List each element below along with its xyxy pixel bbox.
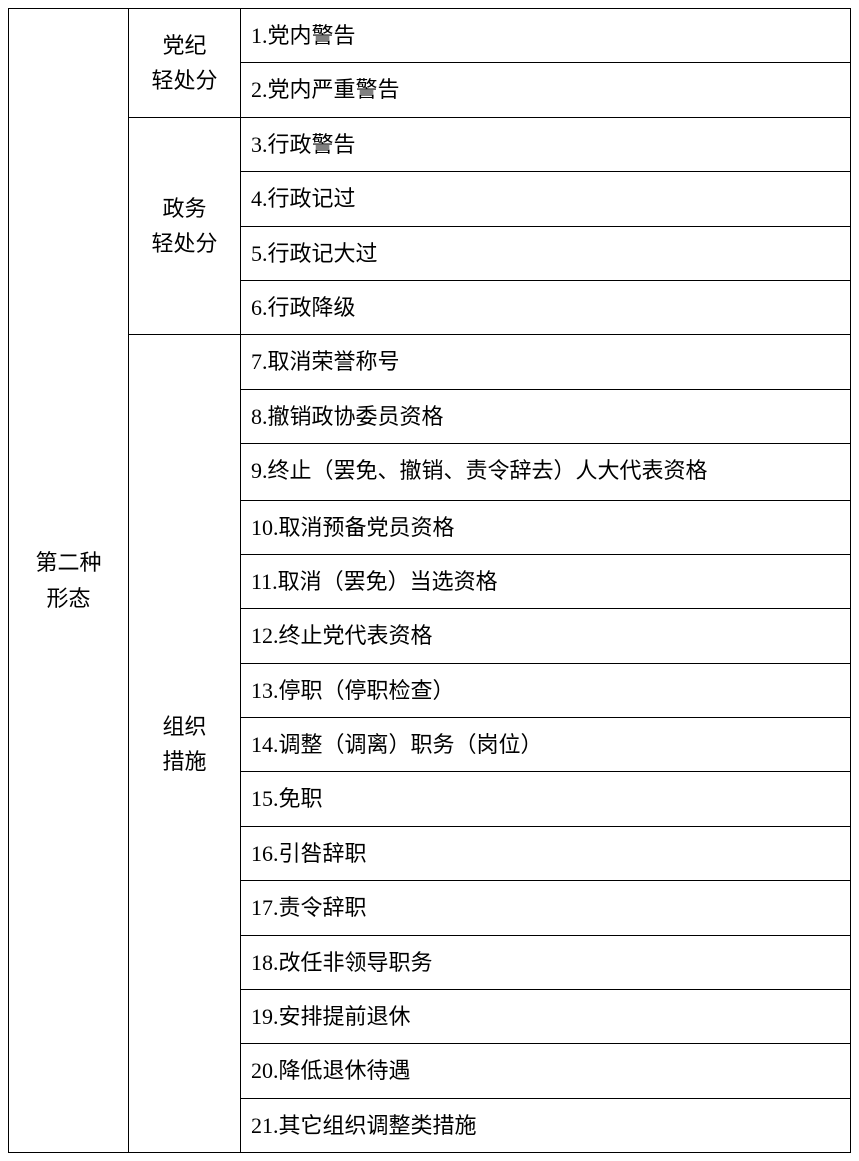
list-item: 3.行政警告 [241, 118, 850, 172]
list-item: 12.终止党代表资格 [241, 609, 850, 663]
list-item: 9.终止（罢免、撤销、责令辞去）人大代表资格 [241, 444, 850, 500]
list-item: 8.撤销政协委员资格 [241, 390, 850, 444]
list-item: 7.取消荣誉称号 [241, 335, 850, 389]
form-type-text: 第二种形态 [35, 545, 101, 615]
form-type-label: 第二种形态 [9, 9, 129, 1152]
list-item: 1.党内警告 [241, 9, 850, 63]
group-label-text: 党纪轻处分 [151, 28, 217, 98]
list-item: 20.降低退休待遇 [241, 1044, 850, 1098]
list-item: 17.责令辞职 [241, 881, 850, 935]
group-label: 政务轻处分 [129, 118, 241, 335]
list-item: 14.调整（调离）职务（岗位） [241, 718, 850, 772]
list-item: 10.取消预备党员资格 [241, 501, 850, 555]
group-gov-discipline: 政务轻处分 3.行政警告 4.行政记过 5.行政记大过 6.行政降级 [129, 118, 850, 336]
list-item: 5.行政记大过 [241, 227, 850, 281]
list-item: 18.改任非领导职务 [241, 936, 850, 990]
group-label: 党纪轻处分 [129, 9, 241, 117]
group-label-text: 政务轻处分 [151, 191, 217, 261]
discipline-table: 第二种形态 党纪轻处分 1.党内警告 2.党内严重警告 政务轻处分 3.行政警告… [8, 8, 851, 1153]
list-item: 11.取消（罢免）当选资格 [241, 555, 850, 609]
items-list: 3.行政警告 4.行政记过 5.行政记大过 6.行政降级 [241, 118, 850, 335]
list-item: 13.停职（停职检查） [241, 664, 850, 718]
group-label-text: 组织措施 [162, 709, 206, 779]
list-item: 16.引咎辞职 [241, 827, 850, 881]
group-org-measures: 组织措施 7.取消荣誉称号 8.撤销政协委员资格 9.终止（罢免、撤销、责令辞去… [129, 335, 850, 1152]
list-item: 19.安排提前退休 [241, 990, 850, 1044]
list-item: 15.免职 [241, 772, 850, 826]
list-item: 21.其它组织调整类措施 [241, 1099, 850, 1152]
list-item: 2.党内严重警告 [241, 63, 850, 116]
group-party-discipline: 党纪轻处分 1.党内警告 2.党内严重警告 [129, 9, 850, 118]
list-item: 4.行政记过 [241, 172, 850, 226]
items-list: 7.取消荣誉称号 8.撤销政协委员资格 9.终止（罢免、撤销、责令辞去）人大代表… [241, 335, 850, 1152]
groups-container: 党纪轻处分 1.党内警告 2.党内严重警告 政务轻处分 3.行政警告 4.行政记… [129, 9, 850, 1152]
list-item: 6.行政降级 [241, 281, 850, 334]
group-label: 组织措施 [129, 335, 241, 1152]
items-list: 1.党内警告 2.党内严重警告 [241, 9, 850, 117]
